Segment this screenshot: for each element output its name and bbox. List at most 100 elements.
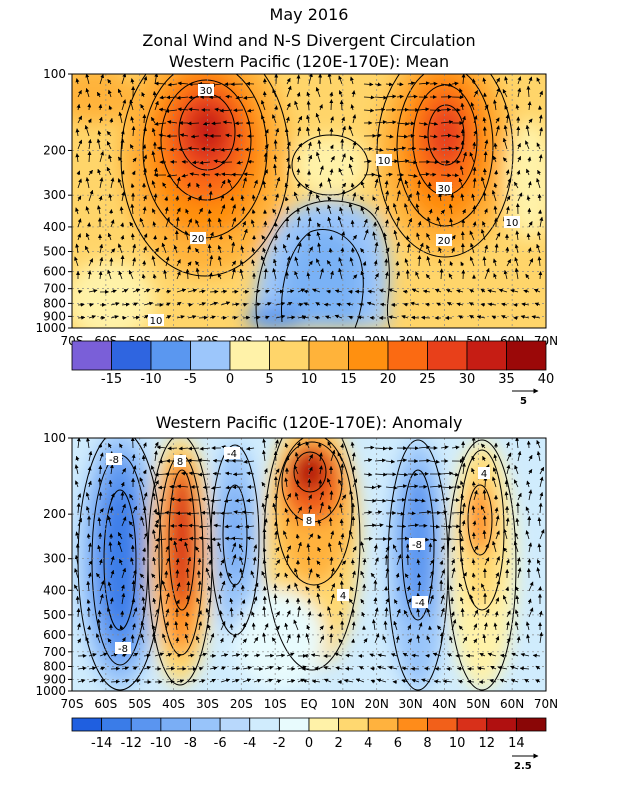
wind-vector (506, 258, 512, 267)
wind-vector (440, 133, 452, 138)
wind-vector (349, 257, 354, 267)
wind-vector (319, 165, 324, 176)
wind-vector (503, 269, 508, 280)
wind-vector (236, 160, 244, 165)
wind-vector (451, 173, 459, 178)
wind-vector (264, 169, 268, 176)
wind-vector (74, 568, 79, 579)
anom-contour-label: -4 (227, 449, 237, 460)
colorbar-label: -5 (184, 372, 197, 387)
wind-vector (360, 206, 365, 215)
wind-vector (514, 267, 519, 280)
wind-vector (142, 168, 147, 176)
wind-vector (461, 74, 466, 85)
wind-vector (327, 204, 332, 215)
wind-vector (426, 256, 431, 267)
wind-vector (120, 170, 125, 176)
wind-vector (520, 315, 530, 319)
wind-vector (317, 242, 322, 254)
y-tick-label: 100 (43, 67, 66, 81)
wind-vector (372, 231, 377, 241)
wind-vector (187, 314, 197, 319)
wind-vector (336, 302, 343, 307)
wind-vector (316, 222, 321, 228)
wind-vector (407, 217, 413, 228)
wind-vector (425, 302, 431, 307)
wind-vector (143, 301, 154, 306)
wind-vector (240, 260, 244, 267)
wind-vector (86, 505, 90, 514)
wind-vector (416, 190, 421, 202)
y-tick-label: 600 (43, 628, 66, 642)
wind-vector (429, 81, 438, 86)
wind-vector (220, 179, 226, 189)
wind-vector (495, 125, 500, 137)
wind-vector (76, 438, 81, 449)
wind-vector (272, 208, 277, 215)
wind-vector (352, 141, 357, 150)
wind-vector (348, 315, 354, 320)
wind-vector (417, 255, 422, 267)
wind-vector (388, 288, 398, 293)
wind-vector (275, 289, 284, 294)
wind-vector (487, 302, 497, 307)
colorbar-swatch (160, 717, 191, 732)
wind-vector (440, 107, 452, 112)
wind-vector (295, 235, 300, 241)
wind-vector (176, 301, 182, 306)
wind-vector (326, 289, 332, 294)
wind-vector (209, 315, 216, 320)
wind-vector (121, 302, 130, 307)
wind-vector (263, 268, 268, 280)
colorbar-swatch (269, 340, 310, 371)
wind-vector (163, 235, 168, 241)
wind-vector (143, 126, 147, 137)
mean-contour-label: 20 (192, 234, 205, 245)
wind-vector (286, 164, 291, 176)
wind-vector (315, 194, 321, 202)
wind-vector (504, 76, 509, 85)
wind-vector (209, 254, 214, 267)
anom-contour-label: 4 (481, 469, 487, 480)
wind-vector (121, 289, 129, 293)
wind-vector (373, 260, 378, 267)
wind-vector (98, 558, 103, 566)
chart-1-subtitle: Western Pacific (120E-170E): Mean (169, 52, 449, 71)
wind-vector (407, 146, 417, 151)
wind-vector (484, 104, 489, 111)
wind-vector (264, 315, 270, 320)
wind-vector (526, 195, 531, 202)
wind-vector (99, 452, 104, 462)
wind-vector (495, 117, 500, 124)
colorbar-label: 8 (423, 736, 431, 751)
anom-contour-label: -8 (412, 540, 422, 551)
wind-vector (318, 182, 323, 189)
wind-vector (262, 586, 267, 592)
wind-vector (429, 121, 439, 126)
wind-vector (85, 232, 90, 241)
wind-vector (208, 190, 213, 202)
wind-vector (152, 221, 157, 228)
wind-vector (120, 491, 125, 501)
wind-vector (161, 242, 167, 254)
wind-vector (407, 193, 412, 202)
wind-vector (308, 154, 313, 163)
wind-vector (185, 208, 190, 215)
wind-vector (107, 638, 112, 644)
wind-vector (108, 154, 112, 163)
wind-vector (341, 189, 346, 202)
wind-vector (151, 150, 156, 163)
wind-vector (460, 102, 465, 111)
colorbar-swatch (278, 717, 310, 732)
wind-vector (176, 271, 181, 280)
wind-vector (225, 94, 233, 99)
wind-vector (77, 493, 82, 501)
wind-vector (401, 315, 409, 319)
wind-vector (228, 234, 233, 241)
wind-vector (363, 229, 369, 241)
wind-vector (440, 209, 445, 215)
x-tick-label: 60S (94, 697, 117, 711)
wind-vector (338, 257, 343, 267)
wind-vector (96, 572, 101, 579)
wind-vector (315, 87, 321, 98)
